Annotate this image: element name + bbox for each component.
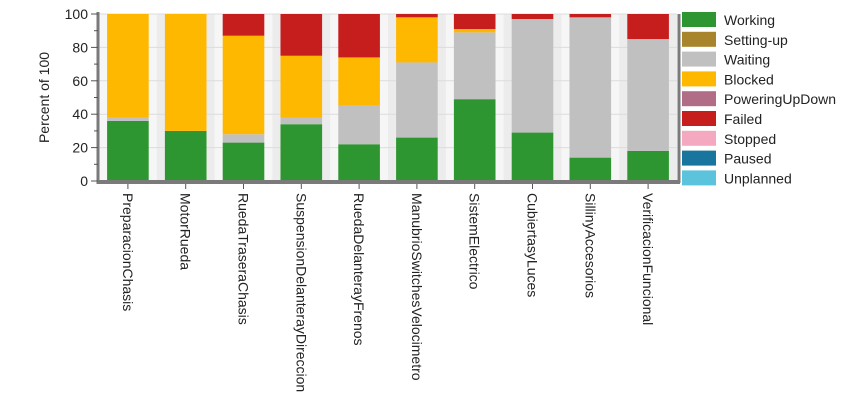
bar-segment-working [280,124,323,181]
legend-label: Waiting [724,52,770,68]
bar-segment-failed [453,14,496,30]
x-tick-label: RuedaDelanterayFrenos [351,193,367,346]
legend-swatch-failed [682,111,716,126]
legend-swatch-unplanned [682,170,716,186]
y-tick-label: 20 [72,140,88,156]
x-tick-label: RuedaTraseraChasis [236,193,252,325]
bar-segment-waiting [107,117,149,121]
bar-segment-failed [222,14,265,36]
x-tick-label: SillinyAccesorios [582,193,598,298]
bar-segment-waiting [453,32,496,100]
bar-segment-blocked [338,57,380,106]
legend-swatch-paused [682,150,716,166]
legend: Working Setting-up Waiting Blocked PoweringU… [682,12,836,186]
legend-label: Working [724,12,775,28]
x-tick-label: SistemElectrico [467,193,483,290]
x-tick-label: ManubrioSwitchesVelocimetro [409,193,425,381]
bar-segment-failed [338,14,380,58]
bar-segment-waiting [280,117,323,125]
bar-segment-waiting [569,17,612,158]
legend-label: PoweringUpDown [724,91,836,107]
bar-segment-working [107,120,149,181]
bar-segment-working [222,142,265,181]
legend-label: Blocked [724,71,774,87]
y-tick-label: 80 [72,39,88,55]
bar-segment-waiting [222,134,265,143]
bar-segment-failed [511,14,554,20]
bar-segment-failed [280,14,323,56]
bar-segment-waiting [396,62,438,138]
y-ticks: 0 20 40 60 80 100 [65,6,98,189]
bar-segment-working [569,157,612,181]
bar-segment-blocked [280,55,323,118]
bar-segment-working [396,137,438,181]
legend-label: Paused [724,151,771,167]
x-tick-label: VerificacionFuncional [640,193,656,325]
legend-label: Setting-up [724,32,788,48]
y-tick-label: 100 [65,6,89,22]
bar-segment-failed [396,14,438,18]
bars [107,14,669,181]
y-axis-label: Percent of 100 [36,52,52,143]
bar-segment-working [164,130,207,181]
bar-segment-working [338,144,380,181]
y-tick-label: 60 [72,73,88,89]
legend-label: Failed [724,111,762,127]
y-tick-label: 0 [80,173,88,189]
x-tick-label: PreparacionChasis [120,193,136,311]
legend-label: Unplanned [724,170,792,186]
legend-swatch-working [682,12,716,27]
x-tick-labels: PreparacionChasis MotorRueda RuedaTraseraC… [120,184,656,392]
legend-swatch-waiting [682,51,716,67]
bar-segment-blocked [107,14,149,118]
bar-segment-failed [569,14,612,18]
legend-swatch-blocked [682,71,716,87]
bar-segment-blocked [396,17,438,63]
x-tick-label: MotorRueda [178,193,194,270]
legend-label: Stopped [724,131,776,147]
x-tick-label: CubiertasyLuces [525,193,541,297]
bar-segment-working [627,150,669,181]
bar-segment-blocked [164,14,207,131]
legend-swatch-stopped [682,130,716,146]
bar-segment-blocked [222,35,265,135]
bar-segment-waiting [338,105,380,145]
legend-swatch-poweringupdown [682,91,716,107]
bar-segment-working [511,132,554,181]
legend-swatch-setting-up [682,31,716,47]
y-tick-label: 40 [72,106,88,122]
x-tick-label: SuspensionDelanterayDireccion [293,193,309,392]
bar-segment-waiting [627,39,669,151]
bar-segment-working [453,99,496,181]
bar-segment-failed [627,14,669,40]
bar-segment-blocked [453,29,496,33]
bar-segment-waiting [511,19,554,133]
